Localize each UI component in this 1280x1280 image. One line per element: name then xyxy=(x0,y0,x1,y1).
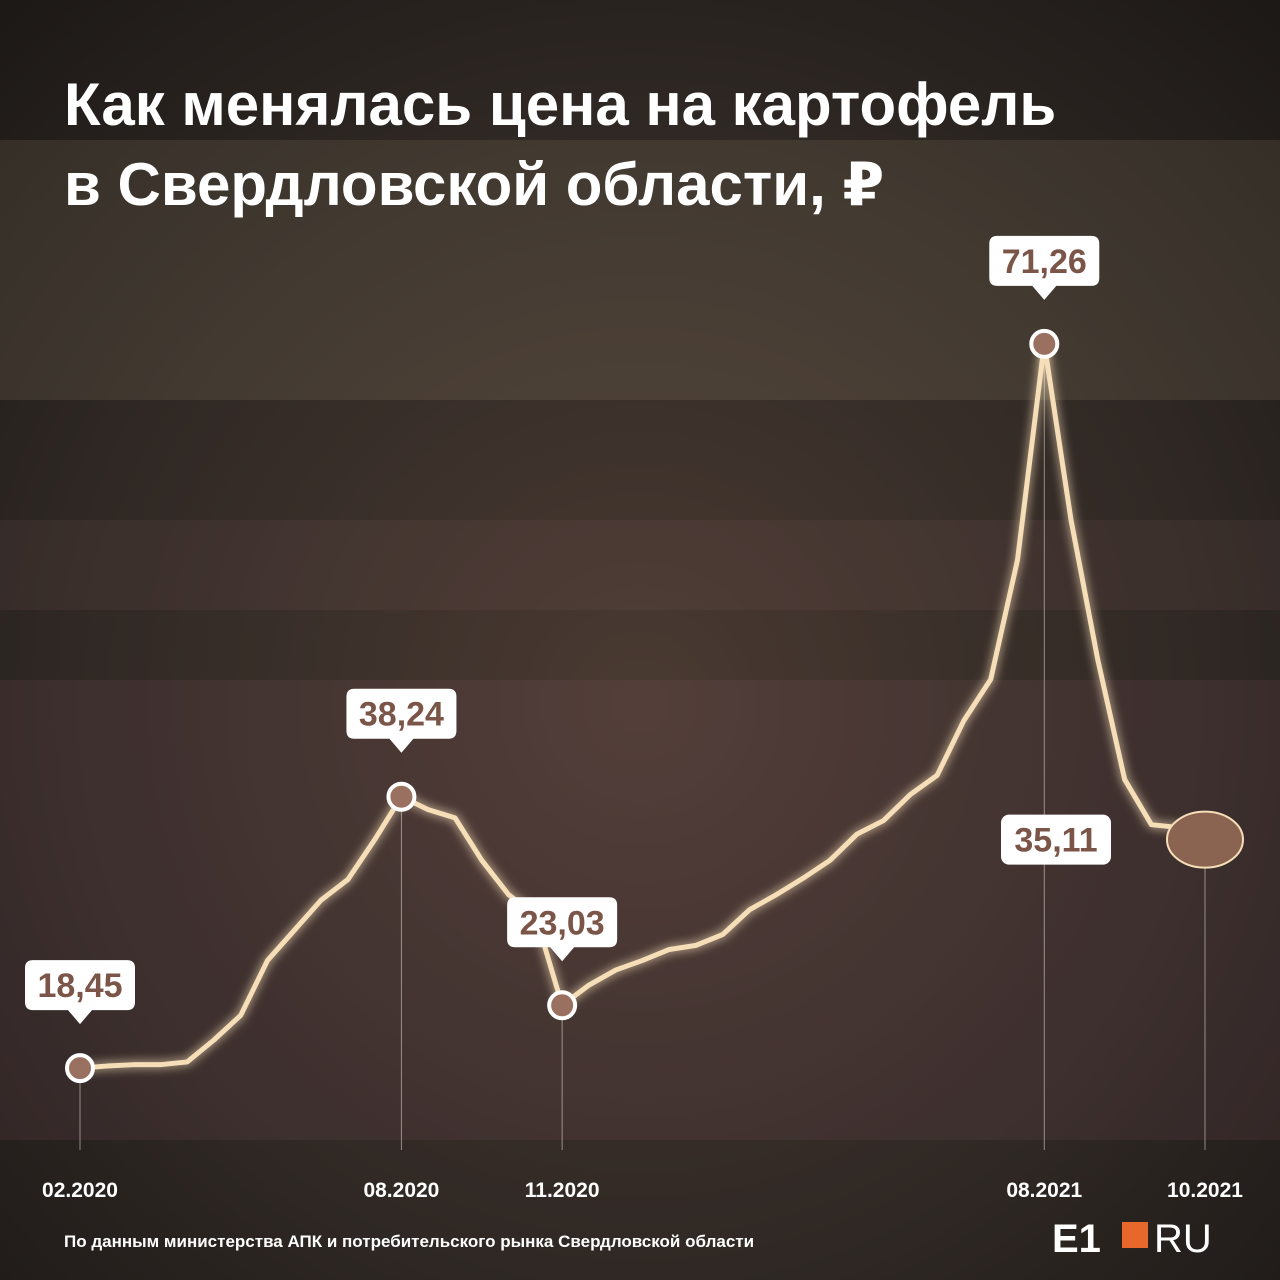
x-tick-label: 10.2021 xyxy=(1167,1179,1243,1202)
point xyxy=(65,1053,95,1084)
logo-text: E1 xyxy=(1052,1217,1101,1261)
point xyxy=(386,781,417,812)
potato-marker xyxy=(1166,810,1244,869)
logo-square xyxy=(1122,1222,1148,1248)
x-tick-label: 08.2021 xyxy=(1006,1179,1082,1202)
value-label: 18,45 xyxy=(37,967,122,1005)
x-tick-label: 08.2020 xyxy=(363,1179,439,1202)
value-label: 23,03 xyxy=(520,904,605,942)
value-label: 71,26 xyxy=(1002,243,1087,281)
label-box xyxy=(25,960,135,1025)
point xyxy=(1029,328,1060,359)
x-tick-label: 11.2020 xyxy=(525,1179,600,1202)
value-label: 38,24 xyxy=(359,696,444,734)
label-box xyxy=(507,897,618,962)
point xyxy=(547,990,578,1021)
label-box xyxy=(989,235,1100,300)
value-label: 35,11 xyxy=(1014,822,1097,860)
line xyxy=(77,341,1208,1071)
chart-title: Как менялась цена на картофель в Свердлов… xyxy=(64,71,1056,218)
source: По данным министерства АПК и потребитель… xyxy=(64,1232,754,1251)
potato xyxy=(1166,810,1244,869)
logo: E1 RU xyxy=(1052,1217,1212,1261)
x-tick-label: 02.2020 xyxy=(42,1179,118,1202)
logo-text: RU xyxy=(1154,1217,1212,1261)
label-box xyxy=(1001,814,1111,865)
label-box xyxy=(346,688,457,753)
